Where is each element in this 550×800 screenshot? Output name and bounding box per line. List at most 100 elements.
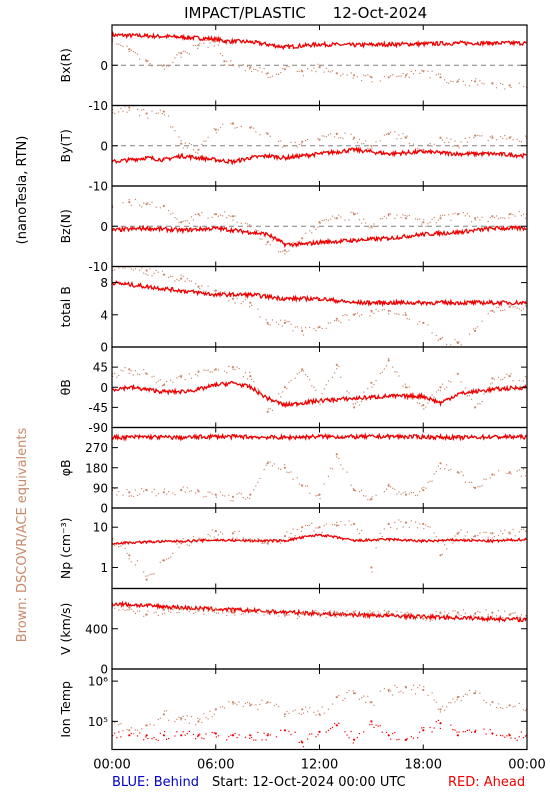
cloud-dot-temp xyxy=(427,694,429,696)
cloud-dot-temp xyxy=(352,742,354,744)
cloud-dot-np xyxy=(219,531,222,533)
cloud-dot-btotal xyxy=(406,318,408,320)
cloud-dot-v xyxy=(350,614,352,616)
cloud-dot-np xyxy=(213,536,215,538)
point-ahead-by-6 xyxy=(215,159,217,161)
cloud-dot-phi xyxy=(257,481,259,483)
cloud-dot-bz xyxy=(195,213,197,216)
cloud-dot-bx xyxy=(207,46,209,48)
cloud-dot-np xyxy=(336,521,338,523)
cloud-dot-np xyxy=(307,525,309,527)
cloud-dot-bx xyxy=(197,47,199,50)
cloud-dot-bz xyxy=(385,217,388,219)
cloud-dot-temp xyxy=(514,705,516,707)
cloud-dot-btotal xyxy=(504,309,506,311)
cloud-dot-temp xyxy=(238,701,240,703)
cloud-dot-phi xyxy=(296,477,298,479)
cloud-dot-phi xyxy=(390,486,392,488)
cloud-dot-theta xyxy=(143,369,145,371)
point-ahead-temp-0 xyxy=(128,734,131,737)
cloud-dot-bz xyxy=(379,218,381,220)
point-dscovr_ace-by-9 xyxy=(266,132,269,135)
cloud-dot-by xyxy=(329,133,332,135)
cloud-dot-temp xyxy=(149,723,151,725)
cloud-dot-bx xyxy=(126,45,128,47)
point-ahead-bz-3 xyxy=(215,227,217,230)
cloud-dot-temp xyxy=(315,714,317,716)
cloud-dot-bx xyxy=(458,78,460,80)
cloud-dot-bz xyxy=(228,215,230,217)
cloud-dot-btotal xyxy=(338,320,340,322)
cloud-dot-temp xyxy=(514,737,516,739)
point-ahead-temp-16 xyxy=(404,738,408,741)
point-ahead-np-2 xyxy=(180,540,182,542)
cloud-dot-phi xyxy=(219,491,222,493)
cloud-dot-theta xyxy=(180,377,182,379)
point-dscovr_ace-v-6 xyxy=(214,607,217,610)
cloud-dot-np xyxy=(116,544,118,546)
cloud-dot-bx xyxy=(414,70,417,72)
cloud-dot-bx xyxy=(481,82,483,84)
cloud-dot-bz xyxy=(402,214,404,216)
points-dscovr_ace-temp xyxy=(112,686,527,732)
cloud-dot-by xyxy=(174,130,176,132)
xtick-label-1: 06:00 xyxy=(197,758,234,773)
point-ahead-np-8 xyxy=(387,538,390,541)
cloud-dot-phi xyxy=(510,473,512,475)
cloud-dot-phi xyxy=(483,478,485,480)
point-dscovr_ace-np-4 xyxy=(180,542,183,545)
cloud-dot-phi xyxy=(485,478,487,480)
cloud-dot-v xyxy=(249,608,251,611)
cloud-dot-v xyxy=(261,611,263,613)
cloud-dot-by xyxy=(213,128,215,130)
cloud-dot-btotal xyxy=(302,334,305,336)
cloud-dot-phi xyxy=(417,494,419,496)
cloud-dot-v xyxy=(136,610,139,612)
cloud-dot-phi xyxy=(317,494,319,496)
cloud-dot-phi xyxy=(385,488,388,490)
cloud-dot-bz xyxy=(130,204,132,206)
cloud-dot-bx xyxy=(369,75,371,77)
cloud-dot-by xyxy=(444,141,446,144)
point-dscovr_ace-bx-24 xyxy=(508,84,511,87)
point-ahead-theta-11 xyxy=(301,402,304,404)
cloud-dot-temp xyxy=(305,706,307,708)
cloud-dot-temp xyxy=(294,731,296,733)
cloud-dot-btotal xyxy=(377,310,379,312)
point-ahead-btotal-1 xyxy=(145,285,148,288)
cloud-dot-phi xyxy=(479,485,481,488)
panel-frame-theta xyxy=(111,346,528,429)
cloud-dot-btotal xyxy=(267,323,269,326)
cloud-dot-btotal xyxy=(124,267,126,269)
cloud-dot-phi xyxy=(419,491,421,493)
point-ahead-theta-9 xyxy=(266,397,269,400)
cloud-dot-temp xyxy=(249,737,251,739)
cloud-dot-bz xyxy=(207,217,209,219)
cloud-dot-by xyxy=(190,144,193,146)
cloud-dot-temp xyxy=(182,731,184,733)
cloud-dot-np xyxy=(207,533,209,536)
ytick-label-btotal-0: 8 xyxy=(100,276,108,290)
cloud-dot-temp xyxy=(269,701,271,704)
cloud-dot-v xyxy=(516,615,518,617)
cloud-dot-btotal xyxy=(149,268,151,270)
cloud-dscovr_ace-btotal xyxy=(112,267,527,346)
cloud-dot-np xyxy=(462,538,464,540)
cloud-dot-bz xyxy=(388,215,390,217)
cloud-dot-theta xyxy=(406,386,408,389)
cloud-dot-temp xyxy=(471,731,473,733)
cloud-dot-theta xyxy=(128,372,130,374)
point-ahead-btotal-8 xyxy=(387,301,390,304)
panel-frame-btotal xyxy=(111,265,528,348)
cloud-dot-bz xyxy=(182,220,184,222)
cloud-dot-phi xyxy=(242,496,244,499)
cloud-dot-bx xyxy=(222,55,224,57)
cloud-dot-np xyxy=(188,545,190,547)
cloud-dot-theta xyxy=(236,366,238,368)
cloud-dot-phi xyxy=(352,487,354,489)
cloud-dot-temp xyxy=(157,718,159,721)
cloud-dot-bz xyxy=(340,216,342,218)
point-ahead-v-4 xyxy=(387,614,390,617)
cloud-dot-btotal xyxy=(369,315,371,317)
cloud-dot-temp xyxy=(379,725,381,727)
